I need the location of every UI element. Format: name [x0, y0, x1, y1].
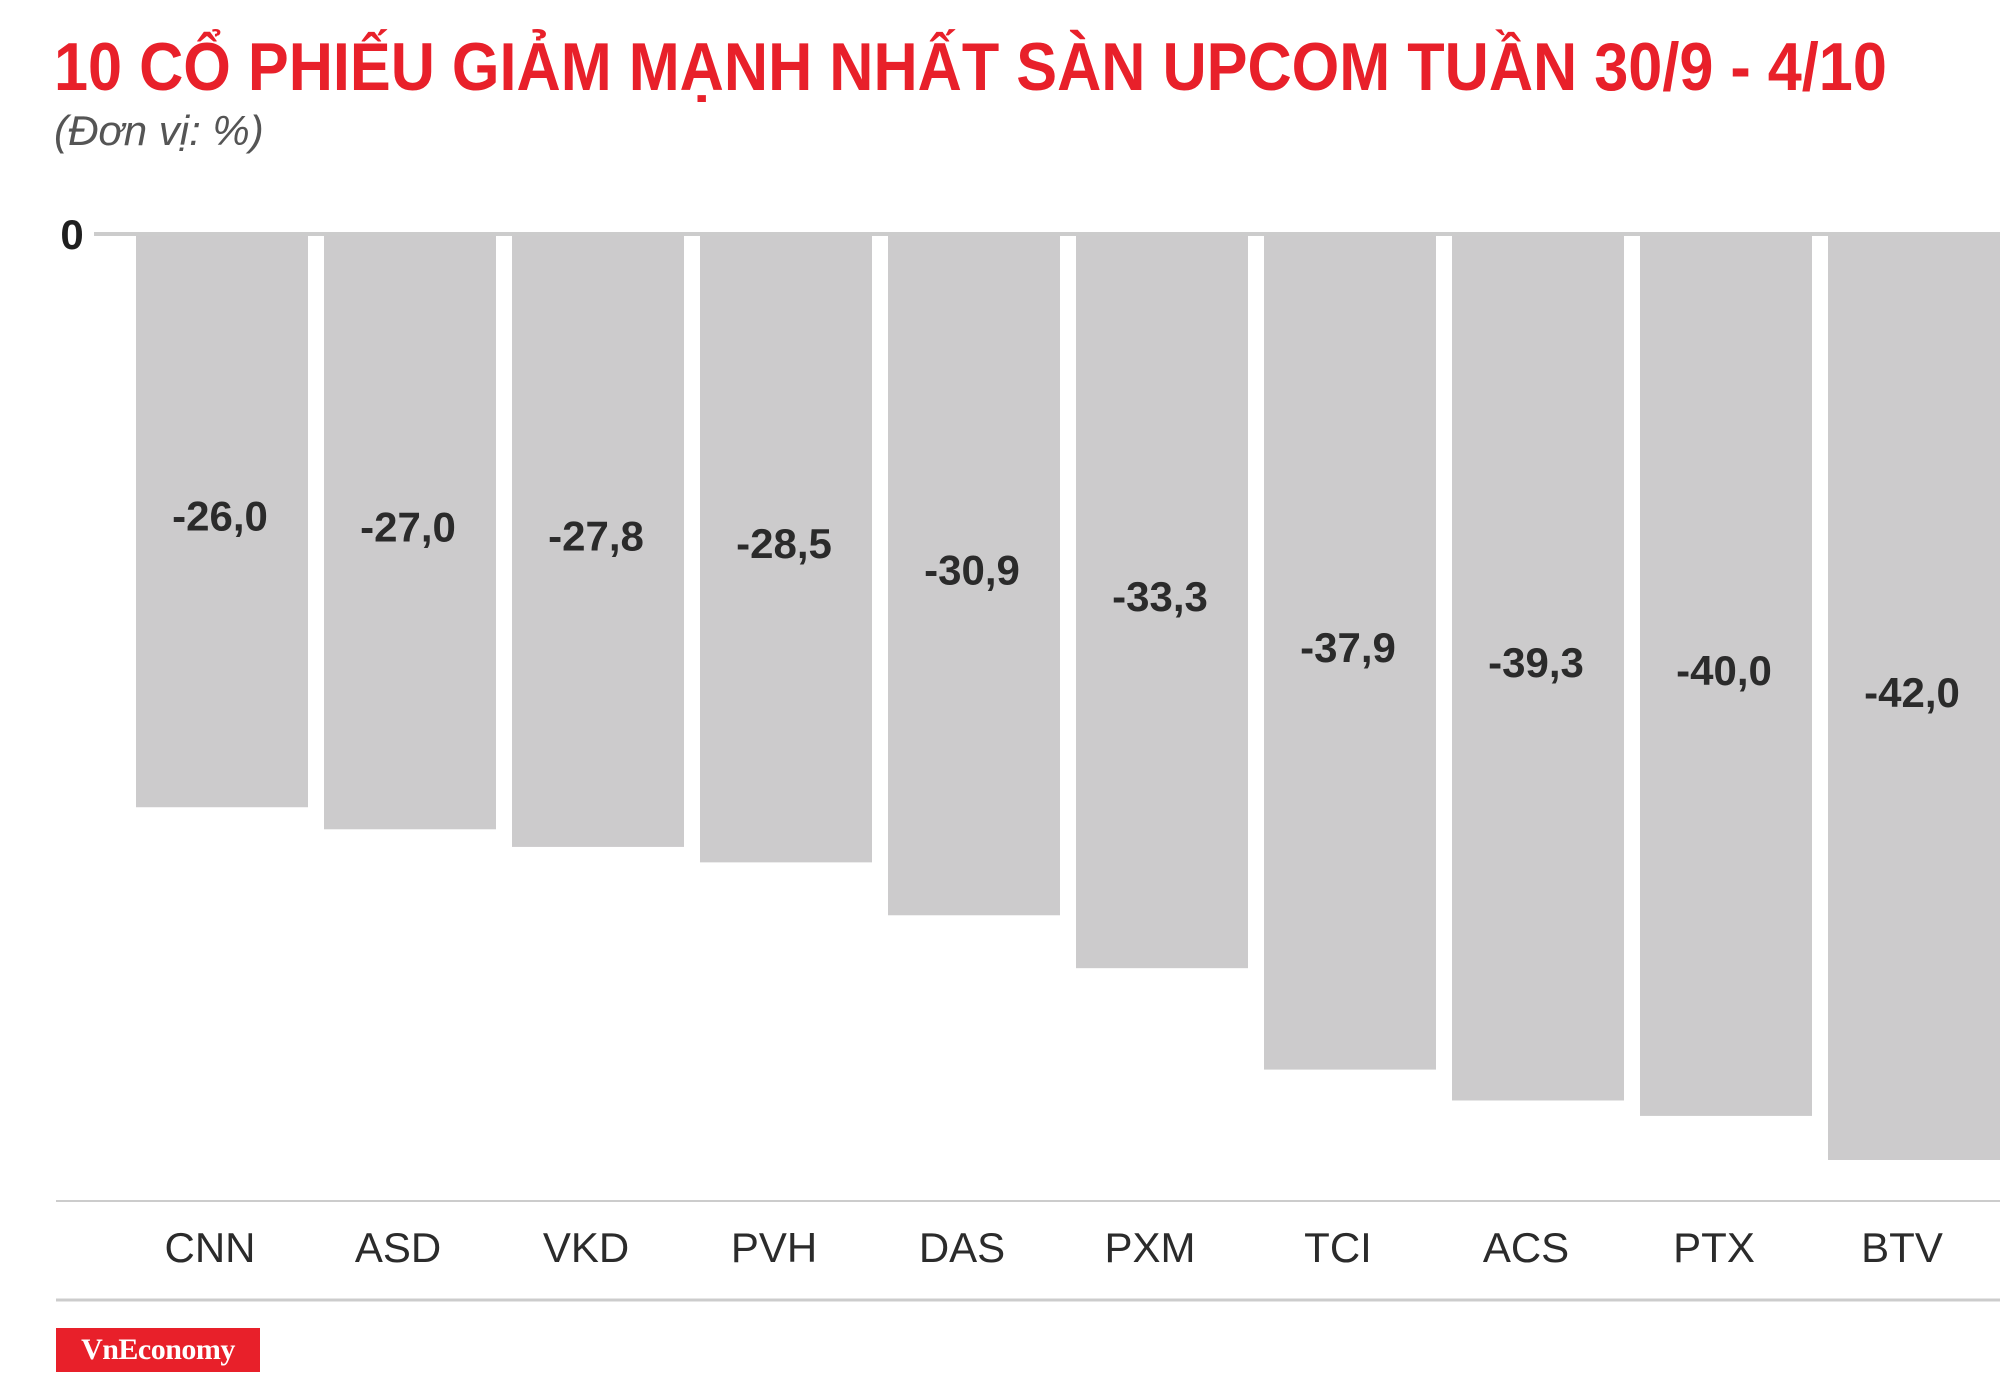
bar-cnn [136, 234, 308, 808]
value-label-asd: -27,0 [360, 504, 456, 551]
category-label-vkd: VKD [543, 1224, 629, 1271]
category-label-ptx: PTX [1673, 1224, 1755, 1271]
value-label-btv: -42,0 [1864, 669, 1960, 716]
value-label-das: -30,9 [924, 547, 1020, 594]
y-tick-label: 0 [60, 211, 83, 258]
category-label-cnn: CNN [165, 1224, 256, 1271]
value-label-cnn: -26,0 [172, 493, 268, 540]
category-label-tci: TCI [1304, 1224, 1372, 1271]
brand-logo-text: VnEconomy [81, 1333, 235, 1366]
value-label-pvh: -28,5 [736, 520, 832, 567]
value-label-ptx: -40,0 [1676, 647, 1772, 694]
chart-subtitle: (Đơn vị: %) [54, 107, 264, 154]
bar-btv [1828, 234, 2000, 1160]
category-label-das: DAS [919, 1224, 1005, 1271]
bar-chart: 0 -26,0 -27,0 -27,8 -28,5 -30,9 -33,3 -37,9 -39,… [56, 211, 2000, 1302]
bar-ptx [1640, 234, 1812, 1116]
bar-tci [1264, 234, 1436, 1070]
category-label-btv: BTV [1861, 1224, 1943, 1271]
chart-title: 10 CỔ PHIẾU GIẢM MẠNH NHẤT SÀN UPCOM TUẦ… [54, 29, 1887, 105]
bar-acs [1452, 234, 1624, 1101]
value-label-tci: -37,9 [1300, 624, 1396, 671]
category-label-asd: ASD [355, 1224, 441, 1271]
bar-pvh [700, 234, 872, 863]
bar-pxm [1076, 234, 1248, 969]
value-label-vkd: -27,8 [548, 512, 644, 559]
category-label-acs: ACS [1483, 1224, 1569, 1271]
brand-logo: VnEconomy [56, 1328, 260, 1372]
value-label-pxm: -33,3 [1112, 573, 1208, 620]
category-label-pvh: PVH [731, 1224, 817, 1271]
value-label-acs: -39,3 [1488, 639, 1584, 686]
bar-vkd [512, 234, 684, 847]
category-label-pxm: PXM [1104, 1224, 1195, 1271]
bar-asd [324, 234, 496, 830]
bar-das [888, 234, 1060, 916]
